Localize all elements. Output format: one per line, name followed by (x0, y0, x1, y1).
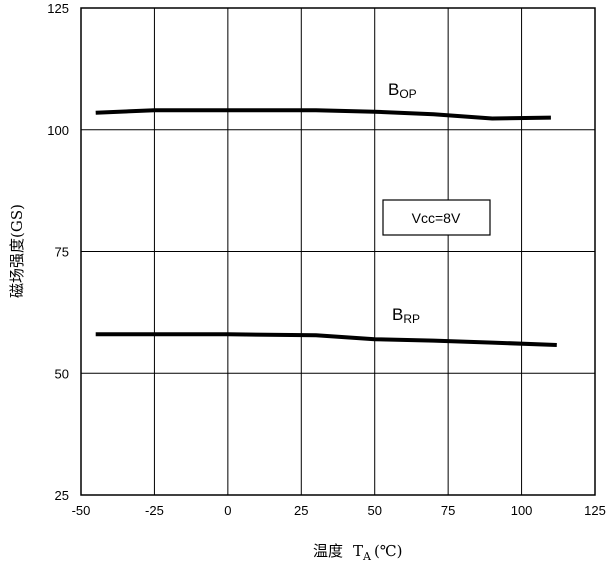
x-tick-label: 25 (294, 503, 308, 518)
y-axis-title: 磁场强度(GS) (8, 204, 26, 298)
vcc-annotation-box (382, 199, 491, 236)
series-line-brp (95, 332, 557, 347)
x-tick-label: 100 (511, 503, 533, 518)
x-axis-title-subscript: A (362, 550, 372, 563)
brp-label-sub: RP (403, 312, 420, 326)
grid (81, 8, 595, 495)
x-tick-label: 0 (224, 503, 231, 518)
tick-labels: -50 -25 0 25 50 75 100 125 25 50 75 100 125 (47, 1, 606, 518)
x-tick-label: 125 (584, 503, 606, 518)
y-tick-label: 100 (47, 123, 69, 138)
y-tick-label: 25 (55, 488, 69, 503)
vcc-annotation-text: Vcc=8V (412, 210, 461, 226)
bop-label-main: B (388, 80, 399, 99)
y-tick-label: 50 (55, 366, 69, 381)
svg-text:BOP: BOP (388, 80, 417, 101)
x-tick-label: 50 (367, 503, 381, 518)
y-tick-label: 125 (47, 1, 69, 16)
brp-label-main: B (392, 305, 403, 324)
x-axis-title-word: 温度 (313, 542, 343, 560)
series-label-bop: BOP (388, 80, 417, 101)
x-tick-label: 75 (441, 503, 455, 518)
series (95, 108, 557, 347)
vcc-annotation: Vcc=8V (382, 199, 491, 236)
x-axis-title-unit: (℃) (374, 542, 402, 560)
x-tick-label: -50 (72, 503, 91, 518)
bop-label-sub: OP (399, 87, 416, 101)
svg-text:BRP: BRP (392, 305, 420, 326)
series-line-bop (95, 108, 551, 121)
x-tick-label: -25 (145, 503, 164, 518)
series-label-brp: BRP (392, 305, 420, 326)
x-axis-title: 温度 TA (℃) (313, 542, 402, 563)
y-tick-label: 75 (55, 245, 69, 260)
x-axis-title-symbol: T (353, 542, 363, 560)
plot-frame (80, 7, 596, 496)
